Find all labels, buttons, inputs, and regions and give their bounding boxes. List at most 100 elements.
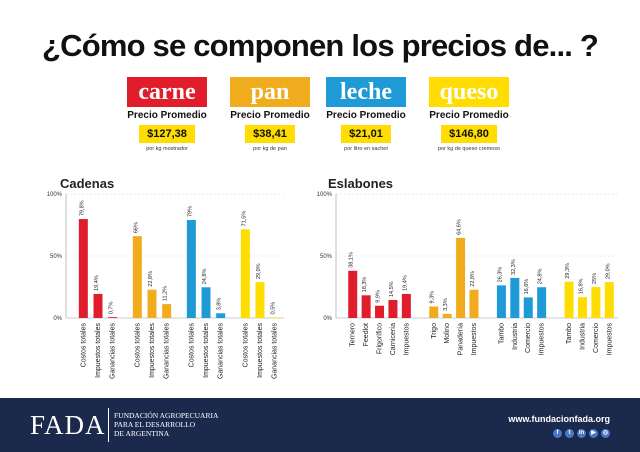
product-name: pan: [230, 77, 310, 107]
price-value: $38,41: [245, 125, 295, 143]
eslabones-title: Eslabones: [328, 176, 394, 191]
bar-queso: [255, 282, 265, 318]
data-label: 79%: [187, 206, 193, 217]
data-label: 32,3%: [511, 259, 517, 275]
page-title: ¿Cómo se componen los precios de... ?: [41, 28, 599, 63]
category-label: Ternero: [350, 323, 357, 347]
instagram-icon[interactable]: ◎: [601, 429, 610, 438]
category-label: Impuestos totales: [257, 323, 264, 378]
linkedin-icon[interactable]: in: [577, 429, 586, 438]
price-value: $21,01: [341, 125, 391, 143]
data-label: 29,3%: [565, 263, 571, 279]
website-link[interactable]: www.fundacionfada.org: [508, 414, 610, 424]
category-label: Tambo: [498, 323, 505, 344]
bar-queso: [604, 282, 614, 318]
price-value: $127,38: [139, 125, 195, 143]
category-label: Industria: [579, 323, 586, 350]
product-pan: pan Precio Promedio $38,41 por kg de pan: [222, 77, 318, 152]
logo-divider: [108, 408, 109, 442]
price-unit: por kg mostrador: [146, 146, 188, 152]
data-label: 29,0%: [605, 263, 611, 279]
twitter-icon[interactable]: t: [565, 429, 574, 438]
price-unit: por kg de queso cremoso: [437, 146, 501, 152]
bar-carne: [93, 293, 103, 318]
category-label: Frigorífico: [377, 323, 384, 354]
bar-leche: [216, 313, 226, 318]
category-label: Ganancias totales: [110, 323, 117, 380]
data-label: 79,8%: [79, 200, 85, 216]
category-label: Ganancias totales: [272, 323, 279, 380]
data-label: 71,5%: [241, 211, 247, 227]
data-label: 24,8%: [538, 269, 544, 285]
bar-pan: [132, 236, 142, 318]
data-label: 19,4%: [402, 275, 408, 291]
data-label: 38,1%: [349, 252, 355, 268]
price-label: Precio Promedio: [429, 110, 509, 121]
data-label: 18,3%: [362, 277, 368, 293]
category-label: Trigo: [431, 323, 438, 339]
category-label: Ganancias totales: [218, 323, 225, 380]
data-label: 64,6%: [457, 219, 463, 235]
facebook-icon[interactable]: f: [553, 429, 562, 438]
price-unit: por litro en sachet: [344, 146, 388, 152]
category-label: Molino: [444, 323, 451, 344]
category-label: Industria: [512, 323, 519, 350]
youtube-icon[interactable]: ▶: [589, 429, 598, 438]
y-tick-label: 50%: [320, 254, 333, 260]
category-label: Costos totales: [134, 323, 141, 368]
category-label: Impuestos totales: [203, 323, 210, 378]
bar-queso: [240, 229, 250, 318]
bar-pan: [456, 237, 466, 318]
category-label: Costos totales: [242, 323, 249, 368]
category-label: Panadería: [458, 323, 465, 355]
data-label: 0,7%: [109, 301, 115, 314]
bar-carne: [401, 293, 411, 318]
bar-queso: [270, 317, 280, 319]
product-queso: queso Precio Promedio $146,80 por kg de …: [421, 77, 517, 152]
data-label: 9,3%: [430, 291, 436, 304]
category-label: Impuestos: [403, 323, 410, 356]
price-label: Precio Promedio: [326, 110, 406, 121]
data-label: 29,0%: [256, 263, 262, 279]
category-label: Feedlot: [363, 323, 370, 346]
category-label: Costos totales: [188, 323, 195, 368]
data-label: 3,3%: [443, 298, 449, 311]
data-label: 26,3%: [497, 267, 503, 283]
bar-pan: [147, 289, 157, 318]
bar-carne: [375, 305, 385, 318]
bar-leche: [496, 285, 506, 318]
data-label: 22,8%: [148, 271, 154, 287]
data-label: 66%: [133, 222, 139, 233]
bar-carne: [108, 317, 118, 318]
charts-canvas: 0% 50% 100% 79,8% Costos totales 19,4% Impuest…: [47, 192, 618, 380]
data-label: 16,8%: [578, 278, 584, 294]
bar-queso: [564, 281, 574, 318]
bar-carne: [361, 295, 371, 318]
bar-pan: [162, 304, 172, 318]
bar-queso: [591, 287, 601, 318]
bar-pan: [429, 306, 439, 318]
bar-carne: [348, 270, 358, 318]
category-label: Tambo: [566, 323, 573, 344]
data-label: 14,5%: [389, 281, 395, 297]
category-label: Costos totales: [80, 323, 87, 368]
data-label: 16,6%: [524, 279, 530, 295]
price-unit: por kg de pan: [253, 146, 287, 152]
product-carne: carne Precio Promedio $127,38 por kg mos…: [119, 77, 215, 152]
category-label: Impuestos totales: [149, 323, 156, 378]
social-icons: f t in ▶ ◎: [553, 429, 610, 438]
category-label: Ganancias totales: [164, 323, 171, 380]
bar-leche: [510, 277, 520, 318]
product-name: queso: [429, 77, 509, 107]
data-label: 25%: [592, 273, 598, 284]
price-label: Precio Promedio: [127, 110, 207, 121]
bar-pan: [469, 289, 479, 318]
y-tick-label: 100%: [47, 192, 63, 198]
category-label: Impuestos: [606, 323, 613, 356]
data-label: 19,4%: [94, 275, 100, 291]
footer: FADA FUNDACIÓN AGROPECUARIA PARA EL DESA…: [0, 398, 640, 452]
data-label: 22,8%: [470, 271, 476, 287]
bar-leche: [523, 297, 533, 318]
data-label: 9,9%: [376, 290, 382, 303]
product-name: leche: [326, 77, 406, 107]
